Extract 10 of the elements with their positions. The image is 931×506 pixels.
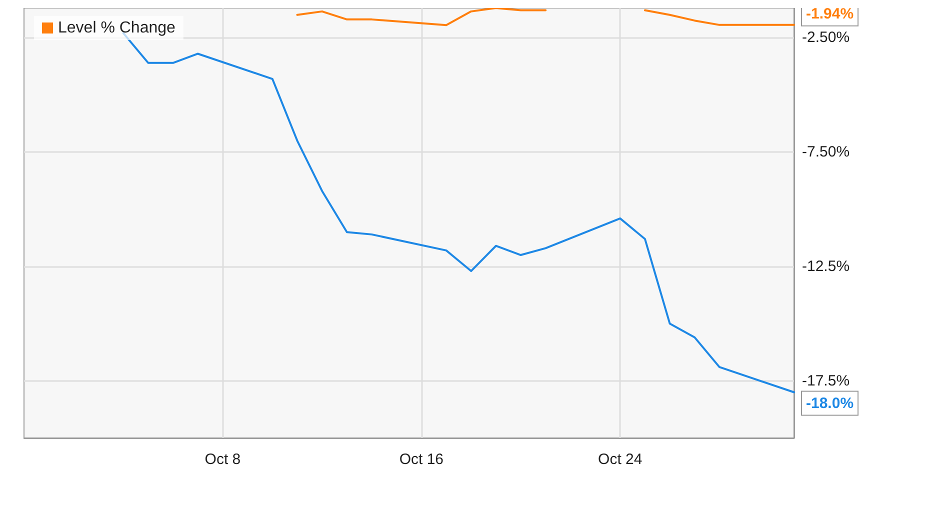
- x-tick-label: Oct 16: [399, 451, 444, 468]
- legend-label: Level % Change: [58, 20, 176, 36]
- y-tick-label: -12.5%: [802, 258, 850, 275]
- x-tick-label: Oct 8: [204, 451, 241, 468]
- y-tick-label: -7.50%: [802, 144, 850, 161]
- data-label: -1.94%: [806, 5, 854, 22]
- data-label: -18.0%: [806, 394, 854, 412]
- x-tick-label: Oct 24: [598, 451, 642, 468]
- y-tick-label: -2.50%: [802, 29, 850, 46]
- y-tick-label: -17.5%: [802, 372, 850, 390]
